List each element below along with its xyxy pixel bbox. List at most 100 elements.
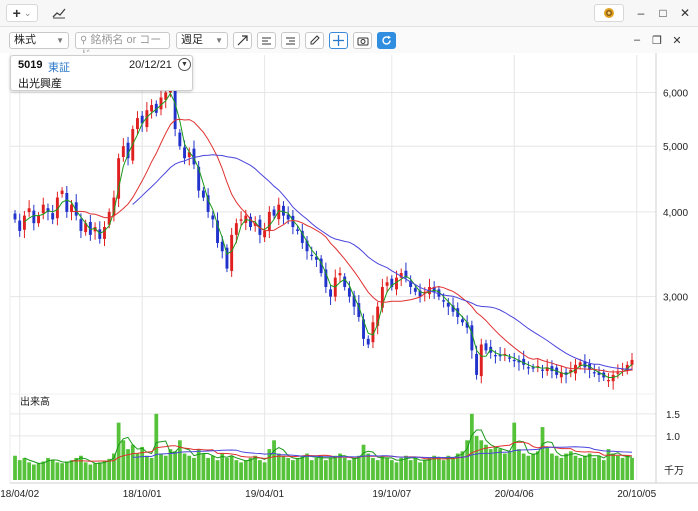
volume-bar (201, 453, 206, 480)
candle-body (343, 276, 347, 287)
crosshair-tool[interactable] (329, 32, 348, 49)
new-tab-button[interactable]: + ⌄ (6, 4, 38, 22)
ma-mid-line (71, 118, 633, 373)
volume-bar (159, 453, 163, 480)
panel-restore-button[interactable]: ❐ (652, 34, 662, 47)
volume-bar (17, 460, 22, 480)
volume-bar (36, 463, 41, 480)
candle-body (404, 270, 408, 278)
volume-bar (488, 449, 493, 480)
fibonacci-tool[interactable] (281, 32, 300, 49)
candle-body (197, 166, 201, 191)
candle-body (493, 355, 497, 357)
volume-bar (69, 460, 74, 480)
candle-body (18, 220, 22, 231)
candle-body (338, 273, 342, 276)
volume-bar (578, 457, 583, 480)
candle-body (27, 208, 31, 213)
volume-ma-short-line (24, 429, 633, 464)
period-select[interactable]: 週足 ▼ (176, 32, 228, 49)
volume-bar (333, 455, 338, 480)
volume-bar (474, 435, 479, 480)
market-select[interactable]: 株式 ▼ (9, 32, 69, 49)
candle-body (230, 234, 234, 271)
screenshot-tool[interactable] (353, 32, 372, 49)
candle-body (178, 132, 182, 147)
volume-bar (554, 455, 559, 480)
candle-body (324, 269, 328, 287)
pencil-tool[interactable] (305, 32, 324, 49)
symbol-search-input[interactable]: ⚲ 銘柄名 or コード (75, 32, 170, 61)
volume-bar (328, 457, 333, 480)
candle-body (508, 357, 512, 359)
volume-bar (597, 455, 601, 480)
candle-body (140, 115, 144, 124)
volume-bar (177, 440, 182, 480)
panel-close-button[interactable]: ✕ (672, 34, 682, 47)
candle-body (625, 364, 629, 371)
volume-bar (206, 457, 210, 480)
exchange-label: 東証 (48, 62, 70, 74)
candle-body (291, 215, 295, 228)
volume-bar (469, 413, 474, 480)
candle-body (220, 241, 224, 252)
panel-minimize-button[interactable]: – (633, 34, 641, 46)
candle-body (362, 319, 365, 339)
candle-body (352, 295, 356, 307)
volume-bar (234, 460, 239, 480)
candle-body (545, 367, 549, 372)
info-date: 20/12/21 (129, 59, 172, 71)
volume-bar (97, 462, 102, 480)
settings-gear-button[interactable] (594, 4, 624, 22)
chart-toolbar: 株式▼ ⚲ 銘柄名 or コード 週足▼ – ❐ ✕ (0, 27, 698, 61)
volume-bar (88, 464, 93, 480)
volume-bar (601, 460, 606, 480)
candle-body (314, 256, 318, 260)
candle-body (93, 227, 97, 232)
candle-body (597, 372, 601, 375)
volume-bar (196, 449, 201, 480)
camera-icon (357, 37, 368, 45)
refresh-tool[interactable] (377, 32, 396, 49)
close-button[interactable]: ✕ (679, 6, 691, 20)
candle-body (409, 281, 413, 287)
stock-chart[interactable]: 3,000 4,000 5,000 6,000 1.0 1.5 18/04/02 18/10/… (0, 53, 698, 511)
candle-body (107, 211, 111, 225)
candle-body (385, 282, 389, 286)
volume-bar (182, 453, 187, 480)
candle-body (70, 204, 73, 212)
trend-line-tool[interactable] (233, 32, 252, 49)
minimize-button[interactable]: – (637, 6, 645, 20)
candle-body (366, 338, 370, 345)
volume-bar (338, 453, 342, 480)
volume-bar (130, 444, 135, 480)
candle-body (84, 223, 88, 233)
volume-bar (620, 457, 625, 480)
volume-bar (587, 453, 592, 480)
volume-bar (262, 462, 267, 480)
maximize-button[interactable]: □ (659, 6, 667, 20)
volume-bar (286, 457, 291, 480)
candle-body (41, 204, 45, 214)
candle-body (13, 213, 17, 220)
candle-body (206, 195, 210, 212)
volume-bar (258, 460, 262, 480)
volume-bar (291, 460, 295, 480)
candle-body (442, 300, 446, 302)
volume-bar (168, 449, 173, 480)
candle-body (395, 277, 398, 290)
volume-bar (399, 457, 404, 480)
volume-bar (535, 451, 540, 480)
volume-bar (272, 440, 276, 480)
volume-bar (606, 449, 611, 480)
volume-bar (239, 462, 243, 480)
volume-bar (112, 453, 116, 480)
candle-body (277, 204, 281, 220)
price-tick-label: 4,000 (663, 208, 688, 219)
collapse-chevron-icon[interactable]: ▼ (178, 58, 191, 71)
candle-body (46, 208, 50, 212)
horizontal-line-tool[interactable] (257, 32, 276, 49)
volume-bar (559, 457, 564, 480)
volume-bar (361, 444, 366, 480)
chart-mode-icon[interactable] (50, 4, 68, 22)
